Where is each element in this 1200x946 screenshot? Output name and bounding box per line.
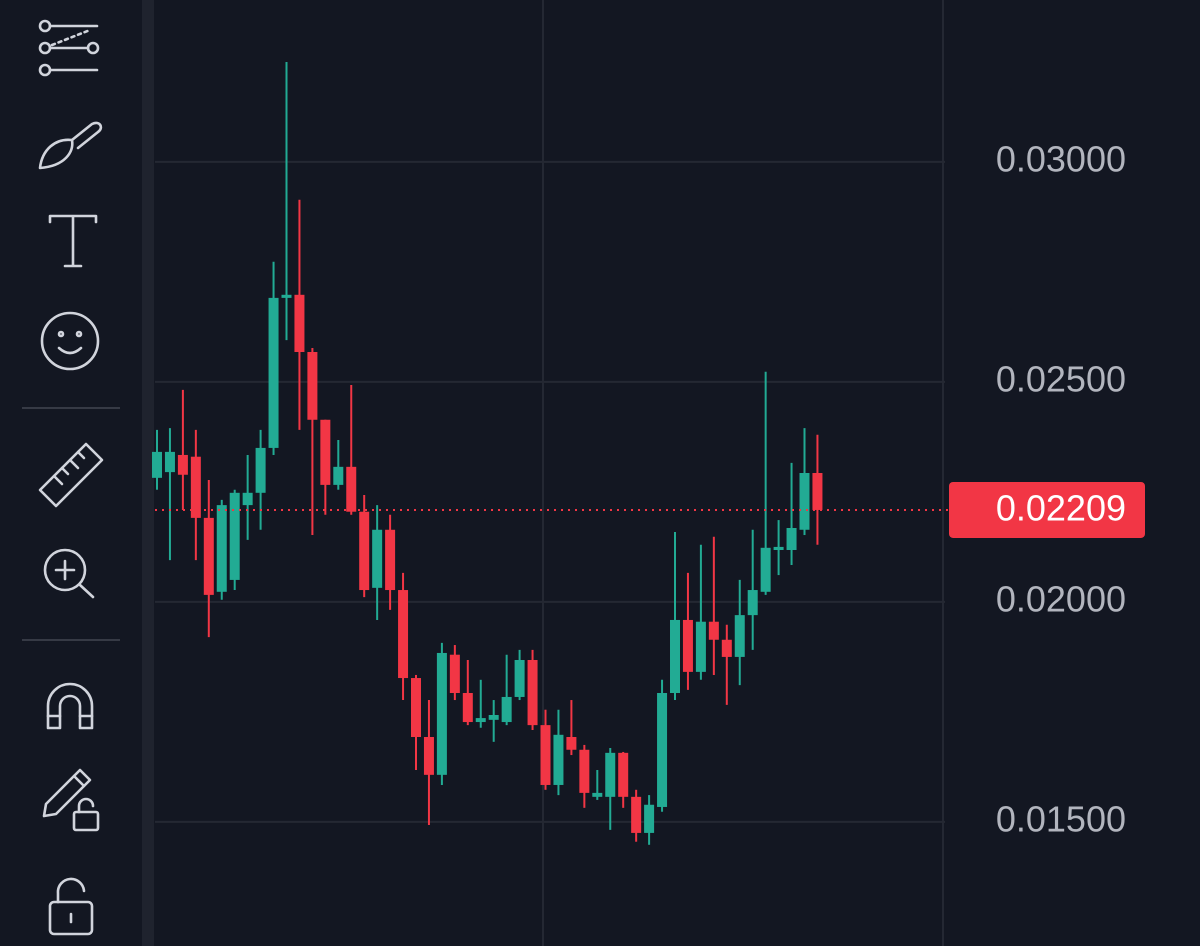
plot-area (152, 62, 948, 845)
trend-line-tool[interactable] (38, 19, 100, 77)
candle-body (566, 737, 577, 750)
candle-body (786, 528, 797, 550)
candle-body (501, 696, 512, 723)
candle-body (164, 451, 175, 473)
candle-body (514, 660, 525, 697)
lock-drawings-tool[interactable] (42, 768, 100, 832)
candle-body (346, 466, 357, 512)
y-tick-label: 0.01500 (996, 798, 1126, 839)
candle-body (527, 660, 538, 726)
candle-body (760, 547, 771, 592)
candle-body (708, 621, 719, 640)
ruler-tool[interactable] (38, 442, 104, 508)
candle-body (475, 718, 486, 723)
candle-body (242, 492, 253, 506)
candle-body (488, 715, 499, 720)
candle-body (229, 492, 240, 580)
candle-body (631, 796, 642, 833)
candle-body (773, 546, 784, 550)
y-tick-label: 0.02000 (996, 578, 1126, 619)
candle-body (605, 752, 616, 797)
magnet-tool[interactable] (46, 682, 94, 730)
candle-body (540, 725, 551, 785)
candle-body (398, 590, 409, 679)
candle-body (618, 752, 629, 797)
candle-body (152, 451, 162, 478)
candle-body (644, 804, 655, 833)
zoom-tool[interactable] (43, 548, 95, 599)
candle-body (462, 693, 473, 723)
candle-body (812, 473, 823, 510)
toolbar-border (142, 0, 154, 946)
candle-body (579, 749, 590, 793)
candle-body (721, 639, 732, 657)
candle-body (747, 590, 758, 616)
candle-body (307, 352, 318, 420)
candle-body (657, 693, 668, 807)
candle-body (411, 678, 421, 737)
candle-body (294, 294, 305, 352)
candle-body (695, 621, 706, 672)
candle-body (553, 734, 564, 785)
lock-tool[interactable] (48, 877, 94, 936)
candle-body (255, 447, 266, 493)
y-tick-label: 0.02500 (996, 358, 1126, 399)
candle-body (734, 615, 745, 657)
candle-body (268, 297, 279, 448)
y-tick-label: 0.03000 (996, 138, 1126, 179)
last-price-badge (949, 481, 1145, 538)
brush-tool[interactable] (38, 121, 103, 170)
candle-body (449, 654, 460, 693)
candle-body (320, 419, 331, 485)
candle-body (436, 652, 447, 775)
toolbar (0, 0, 142, 946)
candle-body (385, 529, 396, 591)
emoji-tool[interactable] (40, 311, 100, 371)
candle-body (423, 737, 434, 775)
candle-body (359, 511, 370, 591)
text-tool[interactable] (48, 214, 98, 268)
candle-body (592, 792, 603, 797)
candle-body (670, 619, 680, 693)
candle-body (333, 466, 344, 485)
candle-body (372, 529, 383, 588)
candle-body (799, 473, 810, 530)
candle-body (177, 454, 188, 475)
candle-body (203, 517, 214, 595)
candle-body (216, 505, 227, 592)
candle-body (281, 294, 292, 298)
last-price-label: 0.02209 (996, 487, 1126, 528)
candle-body (190, 456, 201, 518)
candle-body (682, 619, 693, 672)
